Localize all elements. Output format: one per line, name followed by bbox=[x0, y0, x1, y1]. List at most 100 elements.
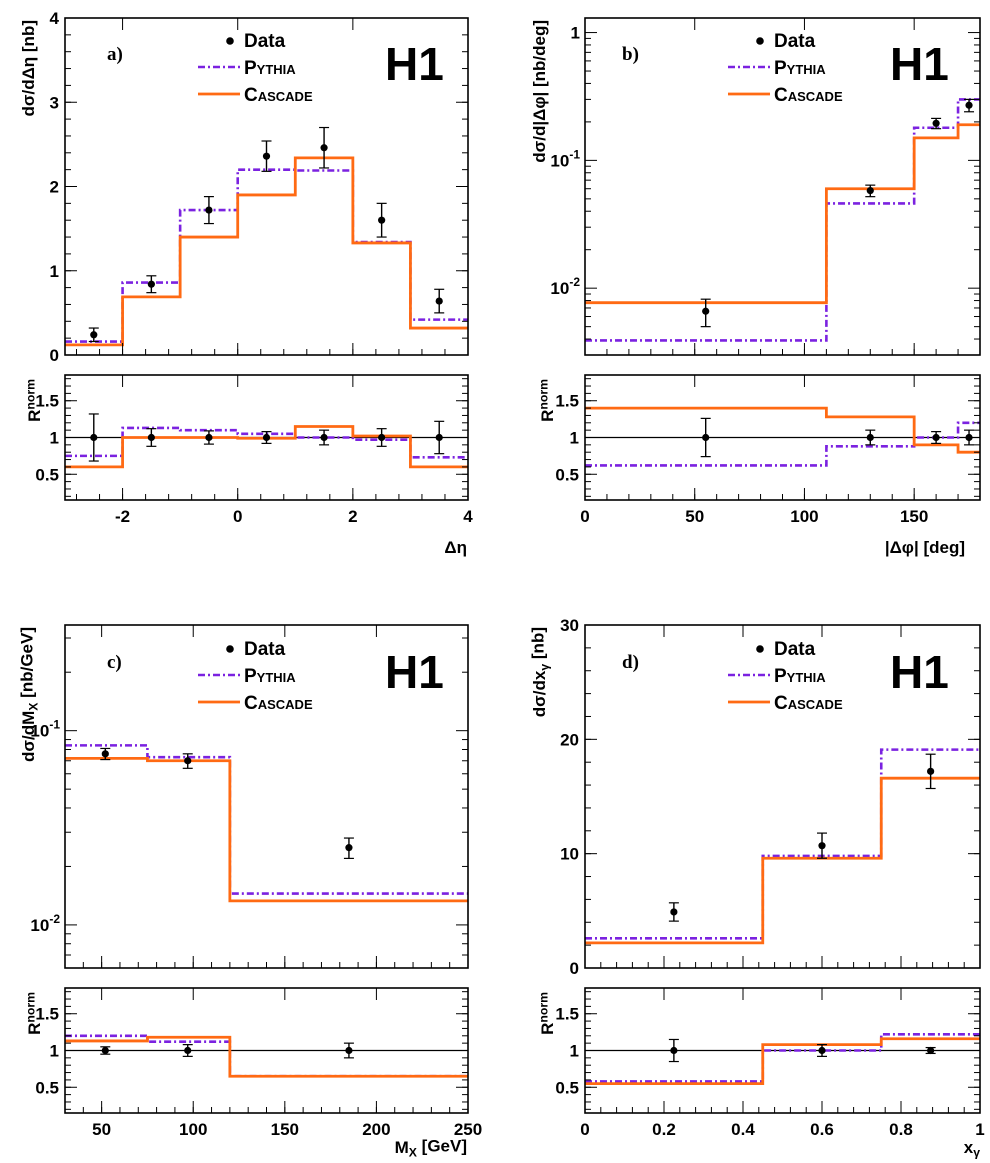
legend-cascade-label: Cascade bbox=[244, 693, 313, 714]
data-ratio-points bbox=[668, 1038, 936, 1063]
y-tick-label: 10-2 bbox=[550, 275, 580, 298]
legend-data-marker bbox=[226, 645, 234, 653]
y-axis-label-part: dσ/dx bbox=[530, 670, 549, 717]
ratio-y-axis-label-sup: norm bbox=[536, 379, 550, 410]
data-point bbox=[932, 119, 940, 127]
legend-data-label: Data bbox=[244, 31, 286, 52]
ratio-y-axis-label-part: R bbox=[25, 1023, 44, 1035]
legend: Data Pythia Cascade bbox=[198, 31, 313, 106]
ratio-area bbox=[65, 413, 468, 469]
x-tick-label: -2 bbox=[115, 507, 130, 526]
experiment-label: H1 bbox=[890, 646, 949, 698]
legend-data-label: Data bbox=[774, 639, 816, 660]
ratio-y-axis-label-part: R bbox=[538, 410, 557, 422]
legend-pythia-label: Pythia bbox=[244, 58, 296, 79]
data-point bbox=[101, 750, 109, 758]
ratio-y-axis-label: Rnorm​ bbox=[536, 992, 557, 1035]
x-axis-label: Δη bbox=[444, 538, 467, 557]
data-point bbox=[702, 433, 710, 442]
ratio-y-axis-label-sup: norm bbox=[23, 379, 37, 410]
data-points bbox=[100, 747, 354, 859]
legend-pythia-label: Pythia bbox=[244, 666, 296, 687]
ratio-y-tick-label: 0.5 bbox=[555, 465, 579, 484]
legend-data-marker bbox=[226, 37, 234, 45]
experiment-label: H1 bbox=[385, 646, 444, 698]
data-point bbox=[262, 433, 271, 442]
ratio-plot: 0.5 1 1.5 0 50 100 150 Rnorm​ |Δφ| [deg] bbox=[536, 349, 981, 557]
panel-label: d) bbox=[622, 652, 639, 673]
legend-pythia-label: Pythia bbox=[774, 58, 826, 79]
chart-panel-c: 10-210-1dσ/dMX​ [nb/GeV]c)H1DataPythiaCa… bbox=[18, 624, 482, 1160]
panel-label: a) bbox=[107, 44, 123, 65]
chart-panel-a: 0 1 2 3 4 dσ/dΔη [nb] a) H1 Data Pythia Cascade 0.5… bbox=[19, 9, 473, 557]
y-axis-label-part: [nb/GeV] bbox=[18, 627, 37, 703]
y-tick-label-base: 10 bbox=[30, 722, 49, 741]
x-tick-label: 0.8 bbox=[889, 1120, 913, 1139]
data-point bbox=[927, 1046, 935, 1055]
cascade-ratio-histogram bbox=[585, 1037, 980, 1085]
y-tick-label-base: 10 bbox=[30, 916, 49, 935]
x-tick-label: 2 bbox=[348, 507, 357, 526]
y-tick-label-exp: -2 bbox=[49, 912, 60, 926]
ratio-plot: 0.5 1 1.5 0 0.2 0.4 0.6 0.8 1 Rnorm​ xγ​ bbox=[536, 962, 985, 1160]
pythia-ratio-histogram bbox=[585, 421, 980, 467]
panel-label: c) bbox=[107, 652, 122, 673]
x-tick-label: 200 bbox=[362, 1120, 390, 1139]
cascade-ratio-histogram bbox=[65, 425, 468, 469]
y-axis-label-part: dσ/d|Δφ| [nb/deg] bbox=[530, 20, 549, 163]
x-axis-label-part: x bbox=[964, 1138, 974, 1157]
ratio-plot: 0.5 1 1.5 50 100 150 200 250 Rnorm​ MX​ [GeV] bbox=[23, 962, 482, 1160]
ratio-y-axis-label-sup: norm bbox=[536, 992, 550, 1023]
ratio-y-tick-label: 0.5 bbox=[555, 1078, 579, 1097]
data-point bbox=[101, 1046, 109, 1055]
data-point bbox=[965, 101, 973, 109]
data-ratio-points bbox=[100, 1042, 354, 1059]
x-axis-label-part: [GeV] bbox=[417, 1137, 467, 1156]
y-tick-label-exp: -1 bbox=[49, 718, 60, 732]
y-tick-label: 3 bbox=[50, 93, 59, 112]
cascade-ratio-histogram bbox=[585, 406, 980, 454]
y-tick-label: 1 bbox=[50, 262, 59, 281]
experiment-label: H1 bbox=[385, 38, 444, 90]
x-tick-label: 0 bbox=[233, 507, 242, 526]
legend: Data Pythia Cascade bbox=[728, 639, 843, 714]
legend-data-marker bbox=[756, 645, 764, 653]
x-tick-label: 150 bbox=[271, 1120, 299, 1139]
y-tick-label-exp: -2 bbox=[569, 275, 580, 289]
data-point bbox=[378, 433, 386, 442]
data-point bbox=[320, 433, 328, 442]
legend-pythia-label: Pythia bbox=[774, 666, 826, 687]
x-tick-label: 0.4 bbox=[731, 1120, 755, 1139]
y-tick-label: 20 bbox=[560, 730, 579, 749]
data-points bbox=[88, 126, 445, 343]
main-plot: 0 1 2 3 4 dσ/dΔη [nb] a) H1 Data Pythia Cascade bbox=[19, 9, 469, 365]
pythia-ratio-histogram bbox=[585, 1033, 980, 1083]
cascade-histogram bbox=[585, 123, 980, 305]
x-axis-label: |Δφ| [deg] bbox=[885, 538, 965, 557]
data-point bbox=[932, 433, 940, 442]
y-axis-label-part: dσ/dM bbox=[19, 711, 38, 762]
ratio-y-tick-label: 1.5 bbox=[555, 392, 579, 411]
x-tick-label: 250 bbox=[454, 1120, 482, 1139]
data-point bbox=[320, 144, 328, 152]
ratio-y-axis-label-part: R bbox=[25, 410, 44, 422]
panel-label: b) bbox=[622, 44, 639, 65]
legend-data-label: Data bbox=[244, 639, 286, 660]
data-ratio-points bbox=[88, 413, 445, 462]
ratio-area bbox=[585, 1033, 980, 1085]
x-tick-label: 4 bbox=[463, 507, 473, 526]
ratio-y-tick-label: 1.5 bbox=[35, 392, 59, 411]
y-tick-label-exp: -1 bbox=[569, 147, 580, 161]
ratio-y-tick-label: 1.5 bbox=[35, 1005, 59, 1024]
y-axis-label: dσ/d|Δφ| [nb/deg] bbox=[530, 20, 549, 163]
y-tick-label-base: 10 bbox=[550, 151, 569, 170]
ratio-y-tick-label: 1 bbox=[570, 429, 579, 448]
ratio-y-axis-label-sup: norm bbox=[23, 992, 37, 1023]
y-tick-label: 0 bbox=[50, 346, 59, 365]
plot-area bbox=[65, 126, 468, 347]
data-point bbox=[147, 280, 155, 288]
legend-data-marker bbox=[756, 37, 764, 45]
